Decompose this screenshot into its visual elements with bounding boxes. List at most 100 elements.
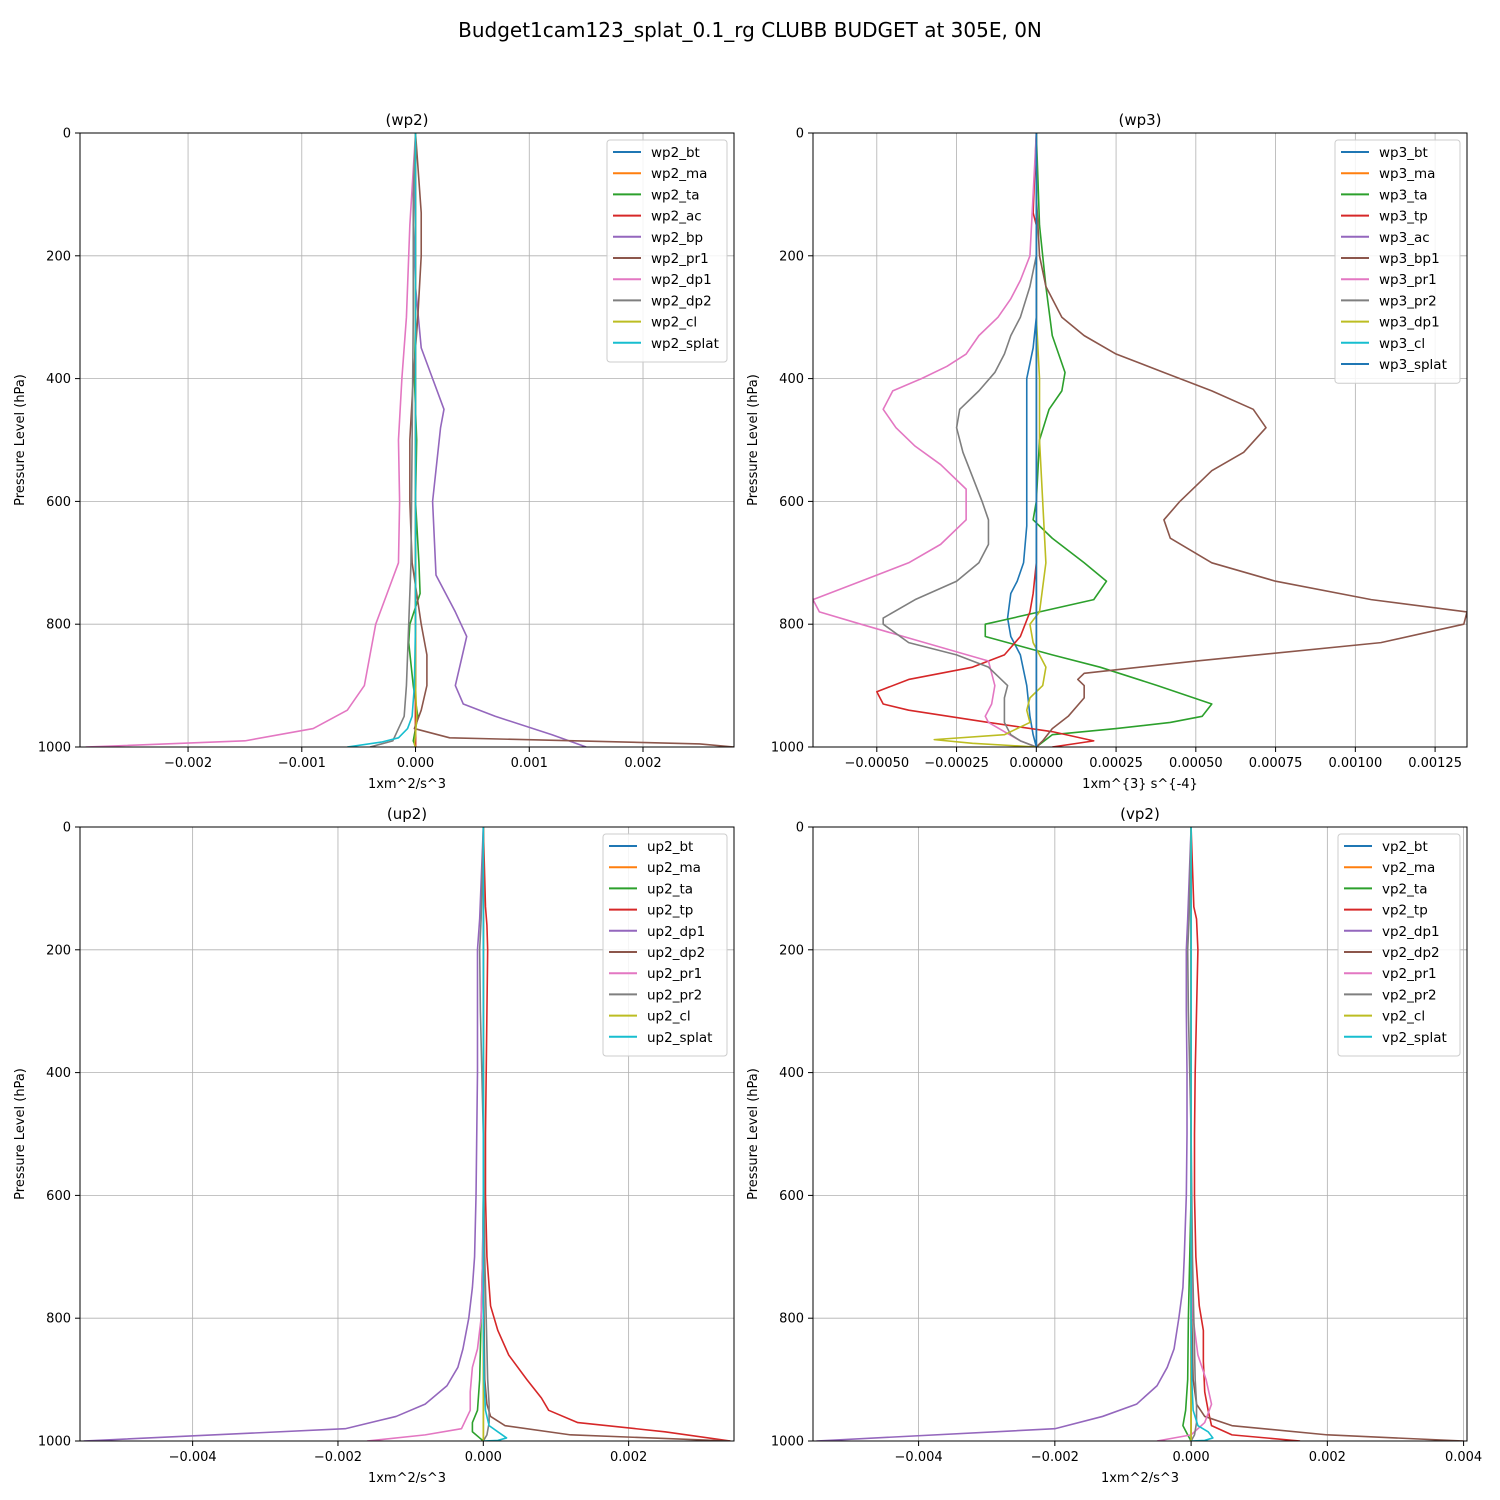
- y-tick-label: 0: [63, 127, 71, 142]
- legend-entry: wp2_cl: [651, 315, 697, 331]
- y-tick-label: 400: [779, 372, 804, 387]
- panel-title: (wp2): [385, 111, 428, 129]
- y-tick-label: 0: [796, 821, 804, 836]
- legend-entry: wp2_ta: [651, 187, 700, 203]
- legend-entry: up2_dp1: [647, 924, 705, 940]
- legend-entry: wp3_pr1: [1379, 272, 1437, 288]
- chart-panel-2: −0.004 −0.002 0.000 0.002 0 200 400 600 800 1000 (…: [13, 805, 735, 1486]
- series-group: [813, 133, 1467, 747]
- x-tick-label: 0.00050: [1169, 756, 1223, 771]
- series-group: [85, 133, 734, 747]
- legend-entry: wp2_ac: [651, 209, 702, 225]
- x-tick-label: 0.000: [465, 1450, 502, 1465]
- x-tick-label: −0.00025: [924, 756, 989, 771]
- panel-title: (wp3): [1118, 111, 1161, 129]
- x-tick-label: 0.002: [610, 1450, 647, 1465]
- legend-entry: vp2_bt: [1382, 839, 1428, 855]
- x-tick-label: 0.00075: [1249, 756, 1303, 771]
- legend-entry: up2_splat: [647, 1030, 712, 1046]
- series-group: [83, 827, 731, 1441]
- legend-entry: vp2_dp1: [1382, 924, 1440, 940]
- x-tick-label: −0.004: [895, 1450, 943, 1465]
- series-group: [816, 827, 1464, 1441]
- plot-frame: [79, 826, 735, 1442]
- legend-entry: up2_pr2: [647, 987, 702, 1003]
- x-tick-label: 0.000: [1172, 1450, 1209, 1465]
- legend-entry: up2_pr1: [647, 966, 702, 982]
- x-tick-label: 0.001: [511, 756, 548, 771]
- legend-entry: vp2_dp2: [1382, 945, 1440, 961]
- series-line-wp2_splat: [347, 133, 417, 747]
- legend-entry: wp2_splat: [651, 336, 719, 352]
- figure-title: Budget1cam123_splat_0.1_rg CLUBB BUDGET …: [458, 18, 1042, 42]
- x-axis-label: 1xm^2/s^3: [368, 1471, 446, 1486]
- series-line-wp2_dp2: [369, 133, 417, 747]
- legend-entry: wp3_pr2: [1379, 293, 1437, 309]
- series-line-up2_pr2: [478, 827, 490, 1441]
- x-tick-label: −0.001: [278, 756, 326, 771]
- y-tick-label: 600: [779, 1189, 804, 1204]
- legend-entry: vp2_ta: [1382, 881, 1427, 897]
- y-tick-label: 400: [46, 372, 71, 387]
- legend-entry: vp2_cl: [1382, 1009, 1425, 1025]
- x-axis-label: 1xm^2/s^3: [368, 777, 446, 792]
- legend-entry: wp3_splat: [1379, 357, 1447, 373]
- panel-title: (vp2): [1120, 805, 1160, 823]
- series-line-wp3_dp1: [933, 133, 1047, 747]
- series-line-wp2_dp1: [85, 133, 417, 747]
- legend-entry: wp3_ac: [1379, 230, 1430, 246]
- y-tick-label: 800: [46, 1312, 71, 1327]
- chart-panel-1: −0.00050 −0.00025 0.00000 0.00025 0.00050 0.0…: [746, 111, 1468, 792]
- legend-entry: vp2_pr1: [1382, 966, 1437, 982]
- y-tick-label: 1000: [38, 741, 71, 756]
- legend-entry: wp2_pr1: [651, 251, 709, 267]
- y-tick-label: 1000: [771, 741, 804, 756]
- series-line-wp2_pr1: [409, 133, 734, 747]
- legend-entry: wp3_dp1: [1379, 315, 1440, 331]
- y-tick-label: 1000: [771, 1435, 804, 1450]
- legend-entry: up2_bt: [647, 839, 693, 855]
- series-line-up2_splat: [482, 827, 508, 1441]
- x-tick-label: 0.002: [624, 756, 661, 771]
- x-tick-label: 0.00000: [1009, 756, 1063, 771]
- legend-entry: wp2_ma: [651, 166, 707, 182]
- legend-entry: vp2_splat: [1382, 1030, 1447, 1046]
- x-axis-label: 1xm^2/s^3: [1101, 1471, 1179, 1486]
- x-tick-label: 0.000: [397, 756, 434, 771]
- series-line-vp2_tp: [1190, 827, 1301, 1441]
- y-tick-label: 0: [63, 821, 71, 836]
- panel-title: (up2): [387, 805, 427, 823]
- x-tick-label: 0.004: [1445, 1450, 1482, 1465]
- plot-frame: [79, 132, 735, 748]
- x-tick-label: 0.002: [1309, 1450, 1346, 1465]
- legend-entry: wp3_tp: [1379, 209, 1428, 225]
- legend-entry: wp3_bt: [1379, 145, 1428, 161]
- y-tick-label: 800: [779, 1312, 804, 1327]
- chart-panel-3: −0.004 −0.002 0.000 0.002 0.004 0 200 400 600 800…: [746, 805, 1482, 1486]
- y-tick-label: 0: [796, 127, 804, 142]
- y-axis-label: Pressure Level (hPa): [746, 374, 761, 506]
- series-line-vp2_dp1: [816, 827, 1192, 1441]
- x-tick-label: −0.004: [169, 1450, 217, 1465]
- y-tick-label: 200: [779, 249, 804, 264]
- series-line-wp3_pr1: [813, 133, 1038, 747]
- legend-entry: wp2_dp1: [651, 272, 712, 288]
- series-line-wp2_bp: [412, 133, 587, 747]
- x-tick-label: 0.00025: [1089, 756, 1143, 771]
- legend-box: [606, 139, 728, 363]
- legend-entry: up2_cl: [647, 1009, 691, 1025]
- y-tick-label: 1000: [38, 1435, 71, 1450]
- series-line-wp3_ta: [984, 133, 1213, 747]
- y-tick-label: 200: [46, 249, 71, 264]
- y-tick-label: 200: [46, 943, 71, 958]
- y-tick-label: 600: [46, 1189, 71, 1204]
- x-tick-label: −0.002: [164, 756, 212, 771]
- x-tick-label: 0.00125: [1408, 756, 1462, 771]
- legend-entry: up2_ta: [647, 881, 693, 897]
- series-line-vp2_splat: [1190, 827, 1214, 1441]
- x-tick-label: 0.00100: [1328, 756, 1382, 771]
- series-line-up2_tp: [482, 827, 731, 1441]
- legend-entry: wp2_dp2: [651, 293, 712, 309]
- panels: −0.002 −0.001 0.000 0.001 0.002 0 200 400 600 800…: [13, 111, 1482, 1486]
